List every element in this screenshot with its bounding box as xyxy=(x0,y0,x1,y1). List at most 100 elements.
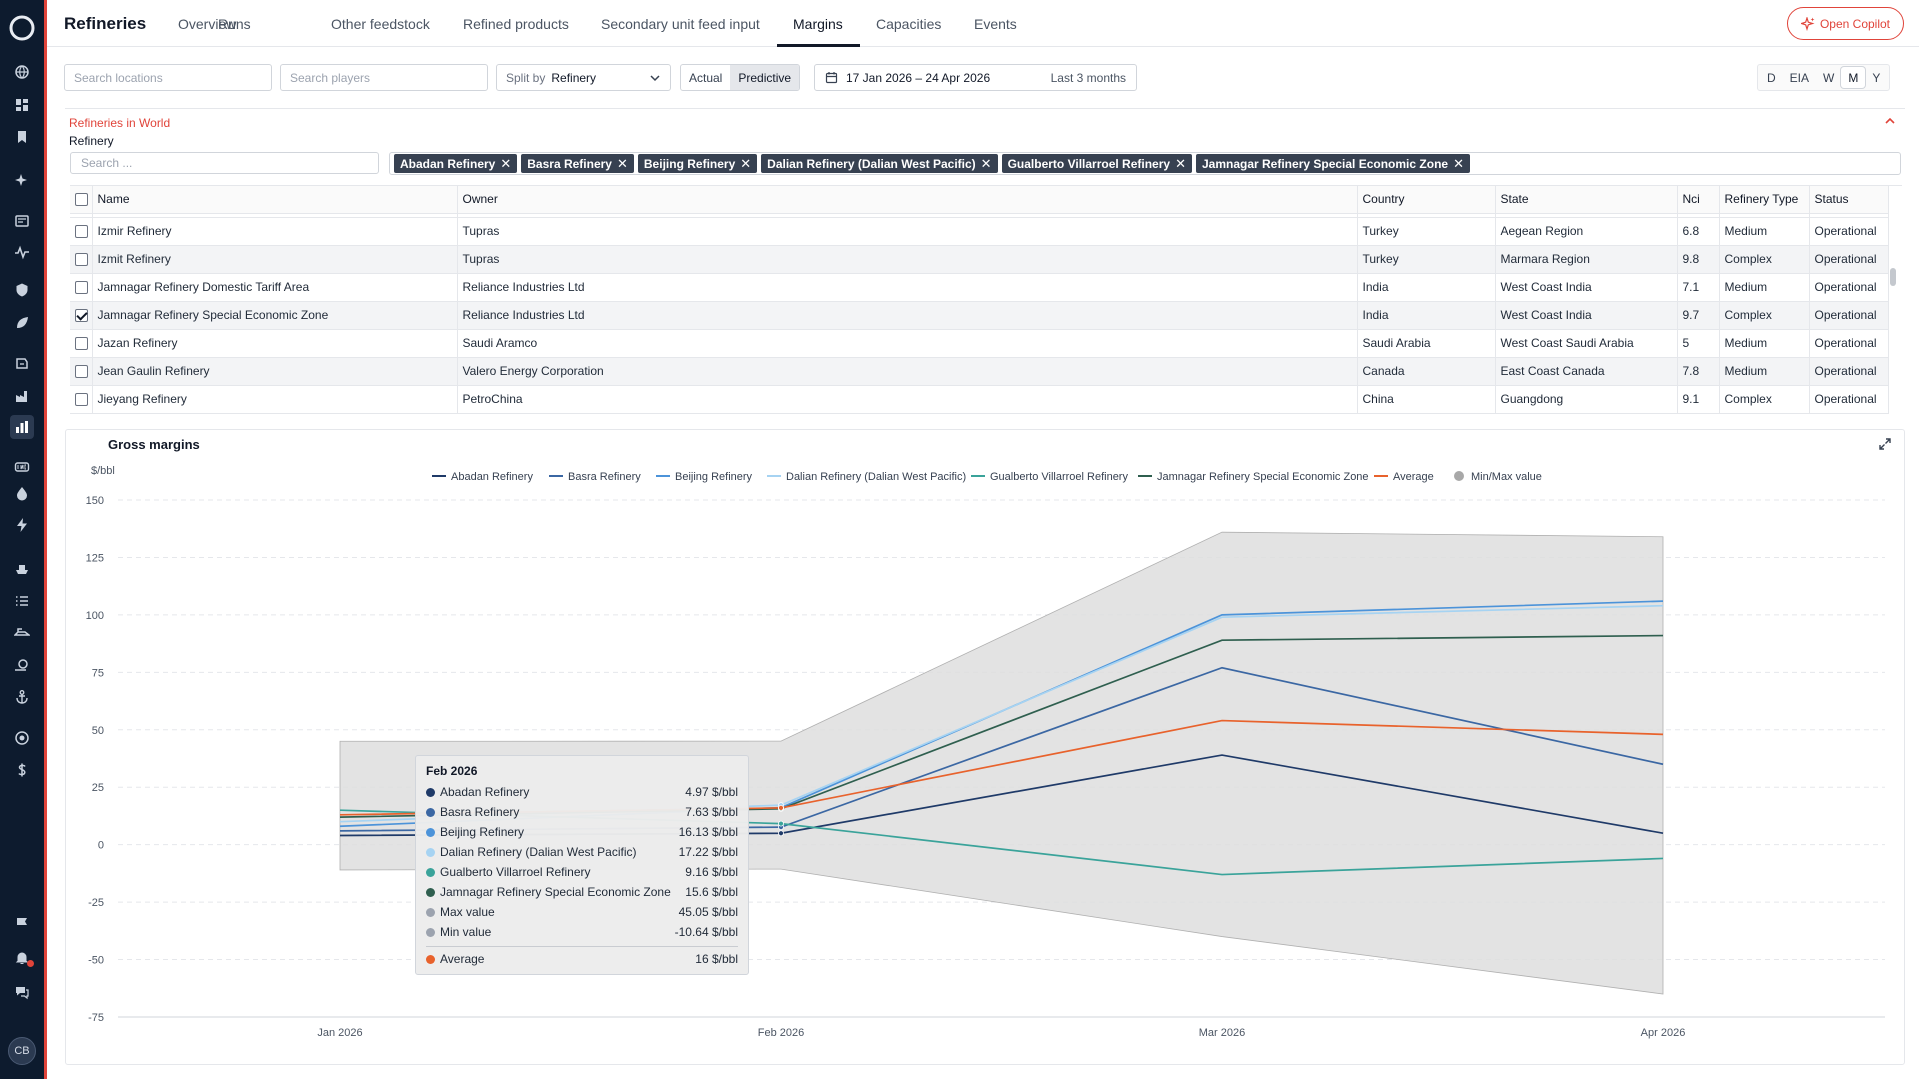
table-row[interactable]: Jamnagar Refinery Domestic Tariff Area Re… xyxy=(70,273,1889,302)
dollar-icon[interactable] xyxy=(10,758,34,782)
table-row[interactable]: Jazan Refinery Saudi Aramco Saudi Arabia We… xyxy=(70,329,1889,358)
search-players-input[interactable]: Search players xyxy=(280,64,488,91)
frequency-m[interactable]: M xyxy=(1841,67,1866,88)
selected-refineries[interactable]: Abadan Refinery ✕ Basra Refinery ✕ Beijing… xyxy=(389,152,1901,175)
search-vessel-icon[interactable] xyxy=(10,653,34,677)
frequency-w[interactable]: W xyxy=(1823,70,1835,85)
cell-nci: 7.1 xyxy=(1677,273,1720,302)
divider xyxy=(65,108,1905,109)
frequency-d[interactable]: D xyxy=(1767,70,1776,85)
bell-icon[interactable] xyxy=(10,946,34,970)
cell-state: East Coast Canada xyxy=(1495,357,1678,386)
user-avatar[interactable]: CB xyxy=(8,1037,36,1065)
selected-chip[interactable]: Jamnagar Refinery Special Economic Zone ✕ xyxy=(1195,154,1470,173)
drop-icon[interactable] xyxy=(10,481,34,505)
search-locations-input[interactable]: Search locations xyxy=(64,64,272,91)
tab-events[interactable]: Events xyxy=(974,16,1017,32)
target-icon[interactable] xyxy=(10,726,34,750)
close-icon[interactable]: ✕ xyxy=(1453,155,1464,171)
cell-owner: Reliance Industries Ltd xyxy=(457,273,1358,302)
column-header-status[interactable]: Status xyxy=(1809,186,1889,214)
tab-refined-products[interactable]: Refined products xyxy=(463,16,569,32)
table-scrollbar[interactable] xyxy=(1888,185,1898,417)
row-checkbox[interactable] xyxy=(70,217,93,246)
row-checkbox[interactable] xyxy=(70,301,93,330)
mode-actual-button[interactable]: Actual xyxy=(689,70,723,85)
table-row[interactable]: Jieyang Refinery PetroChina China Guangdong… xyxy=(70,385,1889,414)
bolt-icon[interactable] xyxy=(10,513,34,537)
selected-chip[interactable]: Gualberto Villarroel Refinery ✕ xyxy=(1001,154,1192,173)
anchor-icon[interactable] xyxy=(10,685,34,709)
refinery-search-input[interactable]: Search ... xyxy=(70,152,379,174)
close-icon[interactable]: ✕ xyxy=(1175,155,1186,171)
tab-other-feedstock[interactable]: Other feedstock xyxy=(331,16,430,32)
flag-icon[interactable] xyxy=(10,912,34,936)
table-scrollbar-thumb[interactable] xyxy=(1890,268,1896,286)
tab-overview[interactable]: Overview xyxy=(178,16,237,32)
close-icon[interactable]: ✕ xyxy=(980,155,992,171)
open-copilot-button[interactable]: Open Copilot xyxy=(1787,7,1904,40)
chat-icon[interactable] xyxy=(10,980,34,1004)
tooltip-series-label: Min value xyxy=(440,925,492,939)
frequency-eia[interactable]: EIA xyxy=(1789,70,1810,85)
news-icon[interactable] xyxy=(10,209,34,233)
selected-chip[interactable]: Dalian Refinery (Dalian West Pacific) ✕ xyxy=(761,154,998,173)
row-checkbox[interactable] xyxy=(70,245,93,274)
shield-icon[interactable] xyxy=(10,278,34,302)
row-checkbox[interactable] xyxy=(70,329,93,358)
tab-margins[interactable]: Margins xyxy=(793,16,843,32)
column-header-nci[interactable]: Nci xyxy=(1677,186,1720,214)
tooltip-series-dot xyxy=(426,867,435,877)
table-row-partial xyxy=(70,213,1889,218)
leaf-icon[interactable] xyxy=(10,311,34,335)
row-checkbox[interactable] xyxy=(70,273,93,302)
table-row[interactable]: Izmir Refinery Tupras Turkey Aegean Region 6… xyxy=(70,217,1889,246)
column-header-name[interactable]: Name xyxy=(92,186,458,214)
filter-section-title[interactable]: Refineries in World xyxy=(69,116,171,130)
expand-icon[interactable] xyxy=(1878,437,1892,451)
bookmark-icon[interactable] xyxy=(10,125,34,149)
chevron-up-icon[interactable] xyxy=(1884,115,1896,127)
select-all-checkbox[interactable] xyxy=(70,186,93,214)
cell-country: Canada xyxy=(1357,357,1496,386)
column-header-state[interactable]: State xyxy=(1495,186,1678,214)
row-checkbox[interactable] xyxy=(70,385,93,414)
bar-chart-icon[interactable] xyxy=(10,415,34,439)
selected-chip[interactable]: Beijing Refinery ✕ xyxy=(637,154,758,173)
column-header-country[interactable]: Country xyxy=(1357,186,1496,214)
lng-icon[interactable] xyxy=(10,455,34,479)
row-checkbox[interactable] xyxy=(70,357,93,386)
selected-chip[interactable]: Basra Refinery ✕ xyxy=(521,154,634,173)
tab-secondary-unit-feed-input[interactable]: Secondary unit feed input xyxy=(601,16,760,32)
tooltip-series-value: 7.63 $/bbl xyxy=(685,805,738,819)
tab-capacities[interactable]: Capacities xyxy=(876,16,942,32)
app-logo-icon[interactable] xyxy=(9,15,35,41)
column-header-refinery-type[interactable]: Refinery Type xyxy=(1719,186,1810,214)
activity-icon[interactable] xyxy=(10,240,34,264)
column-header-owner[interactable]: Owner xyxy=(457,186,1358,214)
frequency-y[interactable]: Y xyxy=(1872,70,1881,85)
list-icon[interactable] xyxy=(10,589,34,613)
oil-icon[interactable] xyxy=(10,351,34,375)
chip-label: Abadan Refinery xyxy=(400,156,496,171)
factory-oil-icon[interactable] xyxy=(10,384,34,408)
ship-icon[interactable] xyxy=(10,556,34,580)
tab-runs[interactable]: Runs xyxy=(218,16,251,32)
close-icon[interactable]: ✕ xyxy=(500,155,512,171)
table-row[interactable]: Izmit Refinery Tupras Turkey Marmara Region… xyxy=(70,245,1889,274)
split-by-select[interactable]: Split by Refinery xyxy=(496,64,671,91)
vessel-icon[interactable] xyxy=(10,620,34,644)
tooltip-row: Basra Refinery 7.63 $/bbl xyxy=(426,802,738,822)
tooltip-series-label: Jamnagar Refinery Special Economic Zone xyxy=(440,885,671,899)
sparkle-icon[interactable] xyxy=(10,168,34,192)
mode-predictive-button[interactable]: Predictive xyxy=(730,65,800,90)
table-row[interactable]: Jamnagar Refinery Special Economic Zone R… xyxy=(70,301,1889,330)
selected-chip[interactable]: Abadan Refinery ✕ xyxy=(394,154,518,173)
cell-nci: 5 xyxy=(1677,329,1720,358)
date-range-picker[interactable]: 17 Jan 2026 – 24 Apr 2026 Last 3 months xyxy=(814,64,1137,91)
close-icon[interactable]: ✕ xyxy=(740,155,752,171)
table-row[interactable]: Jean Gaulin Refinery Valero Energy Corpor… xyxy=(70,357,1889,386)
globe-icon[interactable] xyxy=(10,60,34,84)
dashboard-icon[interactable] xyxy=(10,93,34,117)
close-icon[interactable]: ✕ xyxy=(616,155,628,171)
